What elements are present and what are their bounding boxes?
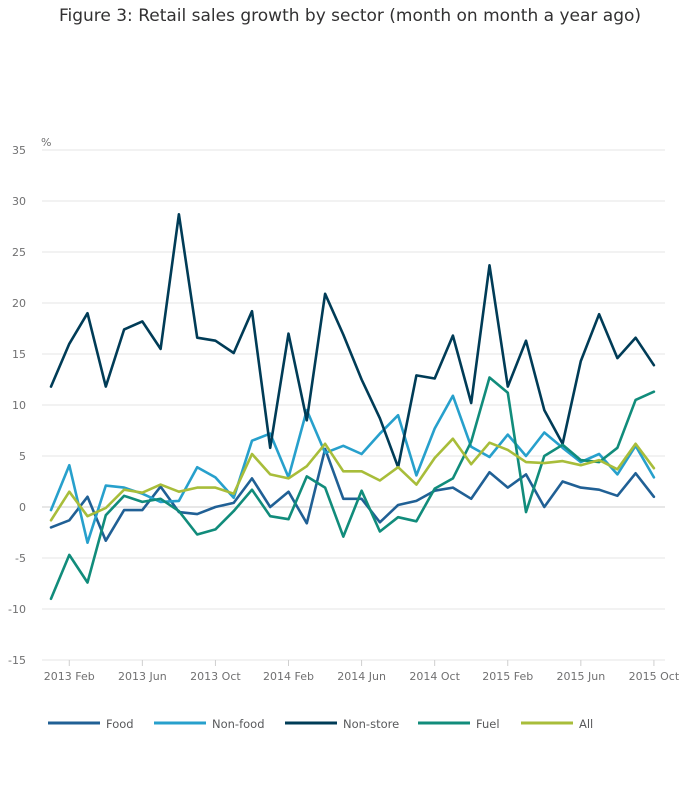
y-tick-label: 25: [12, 246, 26, 259]
y-tick-label: 30: [12, 195, 26, 208]
series-line-food: [49, 447, 656, 543]
x-tick-label: 2013 Oct: [190, 670, 241, 683]
x-tick-label: 2015 Jun: [556, 670, 605, 683]
y-tick-label: -5: [15, 552, 26, 565]
y-tick-label: 5: [19, 450, 26, 463]
series-line-non-store: [49, 213, 656, 469]
gridlines: [42, 149, 665, 661]
legend-item-all[interactable]: All: [521, 717, 593, 731]
x-tick-label: 2013 Feb: [44, 670, 95, 683]
x-tick-label: 2014 Feb: [263, 670, 314, 683]
legend-item-non-store[interactable]: Non-store: [285, 717, 399, 731]
y-tick-label: 20: [12, 297, 26, 310]
legend-label-food: Food: [106, 717, 134, 731]
series-line-fuel: [49, 376, 656, 601]
series-lines: [49, 213, 656, 601]
chart-title: Figure 3: Retail sales growth by sector …: [58, 6, 642, 26]
y-tick-label: -10: [8, 603, 26, 616]
x-axis-ticks: 2013 Feb 2013 Jun 2013 Oct 2014 Feb 2014 Jun…: [44, 660, 680, 683]
x-tick-label: 2015 Feb: [482, 670, 533, 683]
y-axis-ticks: 35 30 25 20 15 10 5 0 -5 -10 -15: [8, 144, 26, 667]
series-line-all: [49, 437, 656, 522]
series-line-non-food: [49, 394, 656, 545]
y-axis-unit-label: %: [41, 136, 51, 149]
legend-label-fuel: Fuel: [476, 717, 500, 731]
legend-item-non-food[interactable]: Non-food: [154, 717, 265, 731]
x-tick-label: 2014 Oct: [409, 670, 460, 683]
legend: Food Non-food Non-store Fuel All: [48, 717, 593, 731]
y-tick-label: 35: [12, 144, 26, 157]
legend-label-non-food: Non-food: [212, 717, 265, 731]
x-tick-label: 2015 Oct: [629, 670, 680, 683]
y-tick-label: 15: [12, 348, 26, 361]
legend-item-fuel[interactable]: Fuel: [418, 717, 500, 731]
legend-label-non-store: Non-store: [343, 717, 399, 731]
x-tick-label: 2014 Jun: [337, 670, 386, 683]
legend-item-food[interactable]: Food: [48, 717, 134, 731]
y-tick-label: 10: [12, 399, 26, 412]
x-tick-label: 2013 Jun: [118, 670, 167, 683]
y-tick-label: -15: [8, 654, 26, 667]
legend-label-all: All: [579, 717, 593, 731]
y-tick-label: 0: [19, 501, 26, 514]
